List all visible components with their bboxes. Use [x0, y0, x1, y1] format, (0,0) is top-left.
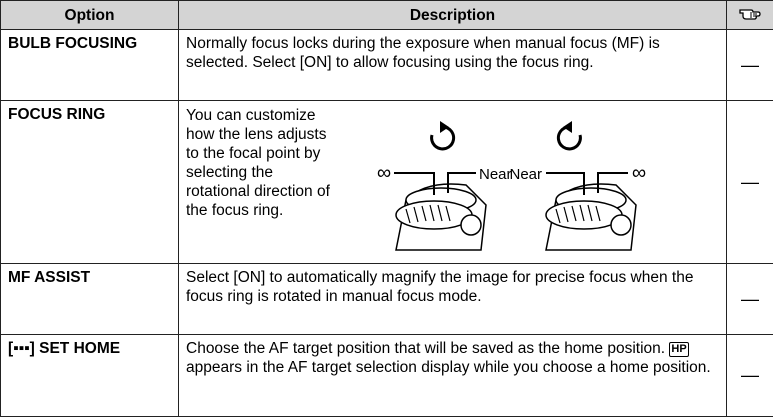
- option: [▪▪▪] SET HOME: [0, 334, 179, 417]
- hp-icon: HP: [669, 342, 689, 357]
- description-text: appears in the AF target selection displ…: [186, 359, 711, 376]
- focus-ring-illustration: ∞ Near Near ∞: [377, 121, 646, 251]
- direction-label: Near: [509, 166, 542, 183]
- header-row: Option Description: [0, 0, 773, 30]
- reference: —: [726, 100, 773, 264]
- focus-ring-layout: You can customize how the lens adjusts t…: [186, 105, 719, 255]
- description: Normally focus locks during the exposure…: [178, 29, 727, 101]
- description: Select [ON] to automatically magnify the…: [178, 263, 727, 335]
- direction-label: ∞: [377, 162, 391, 184]
- row: BULB FOCUSING Normally focus locks durin…: [0, 29, 773, 101]
- description-text: Choose the AF target position that will …: [186, 340, 666, 357]
- row: MF ASSIST Select [ON] to automatically m…: [0, 263, 773, 335]
- reference: —: [726, 334, 773, 417]
- option: FOCUS RING: [0, 100, 179, 264]
- direction-label: Near: [479, 166, 512, 183]
- reference: —: [726, 29, 773, 101]
- row: [▪▪▪] SET HOME Choose the AF target posi…: [0, 334, 773, 417]
- reference-icon: [726, 0, 773, 30]
- header-cell: Option: [0, 0, 179, 30]
- option: MF ASSIST: [0, 263, 179, 335]
- option: BULB FOCUSING: [0, 29, 179, 101]
- reference: —: [726, 263, 773, 335]
- description-cell: You can customize how the lens adjusts t…: [178, 100, 727, 264]
- header-cell: Description: [178, 0, 727, 30]
- description: You can customize how the lens adjusts t…: [186, 107, 330, 219]
- row: FOCUS RING You can customize how the len…: [0, 100, 773, 264]
- direction-label: ∞: [632, 162, 646, 184]
- pointing-hand-icon: [739, 8, 761, 20]
- description: Choose the AF target position that will …: [178, 334, 727, 417]
